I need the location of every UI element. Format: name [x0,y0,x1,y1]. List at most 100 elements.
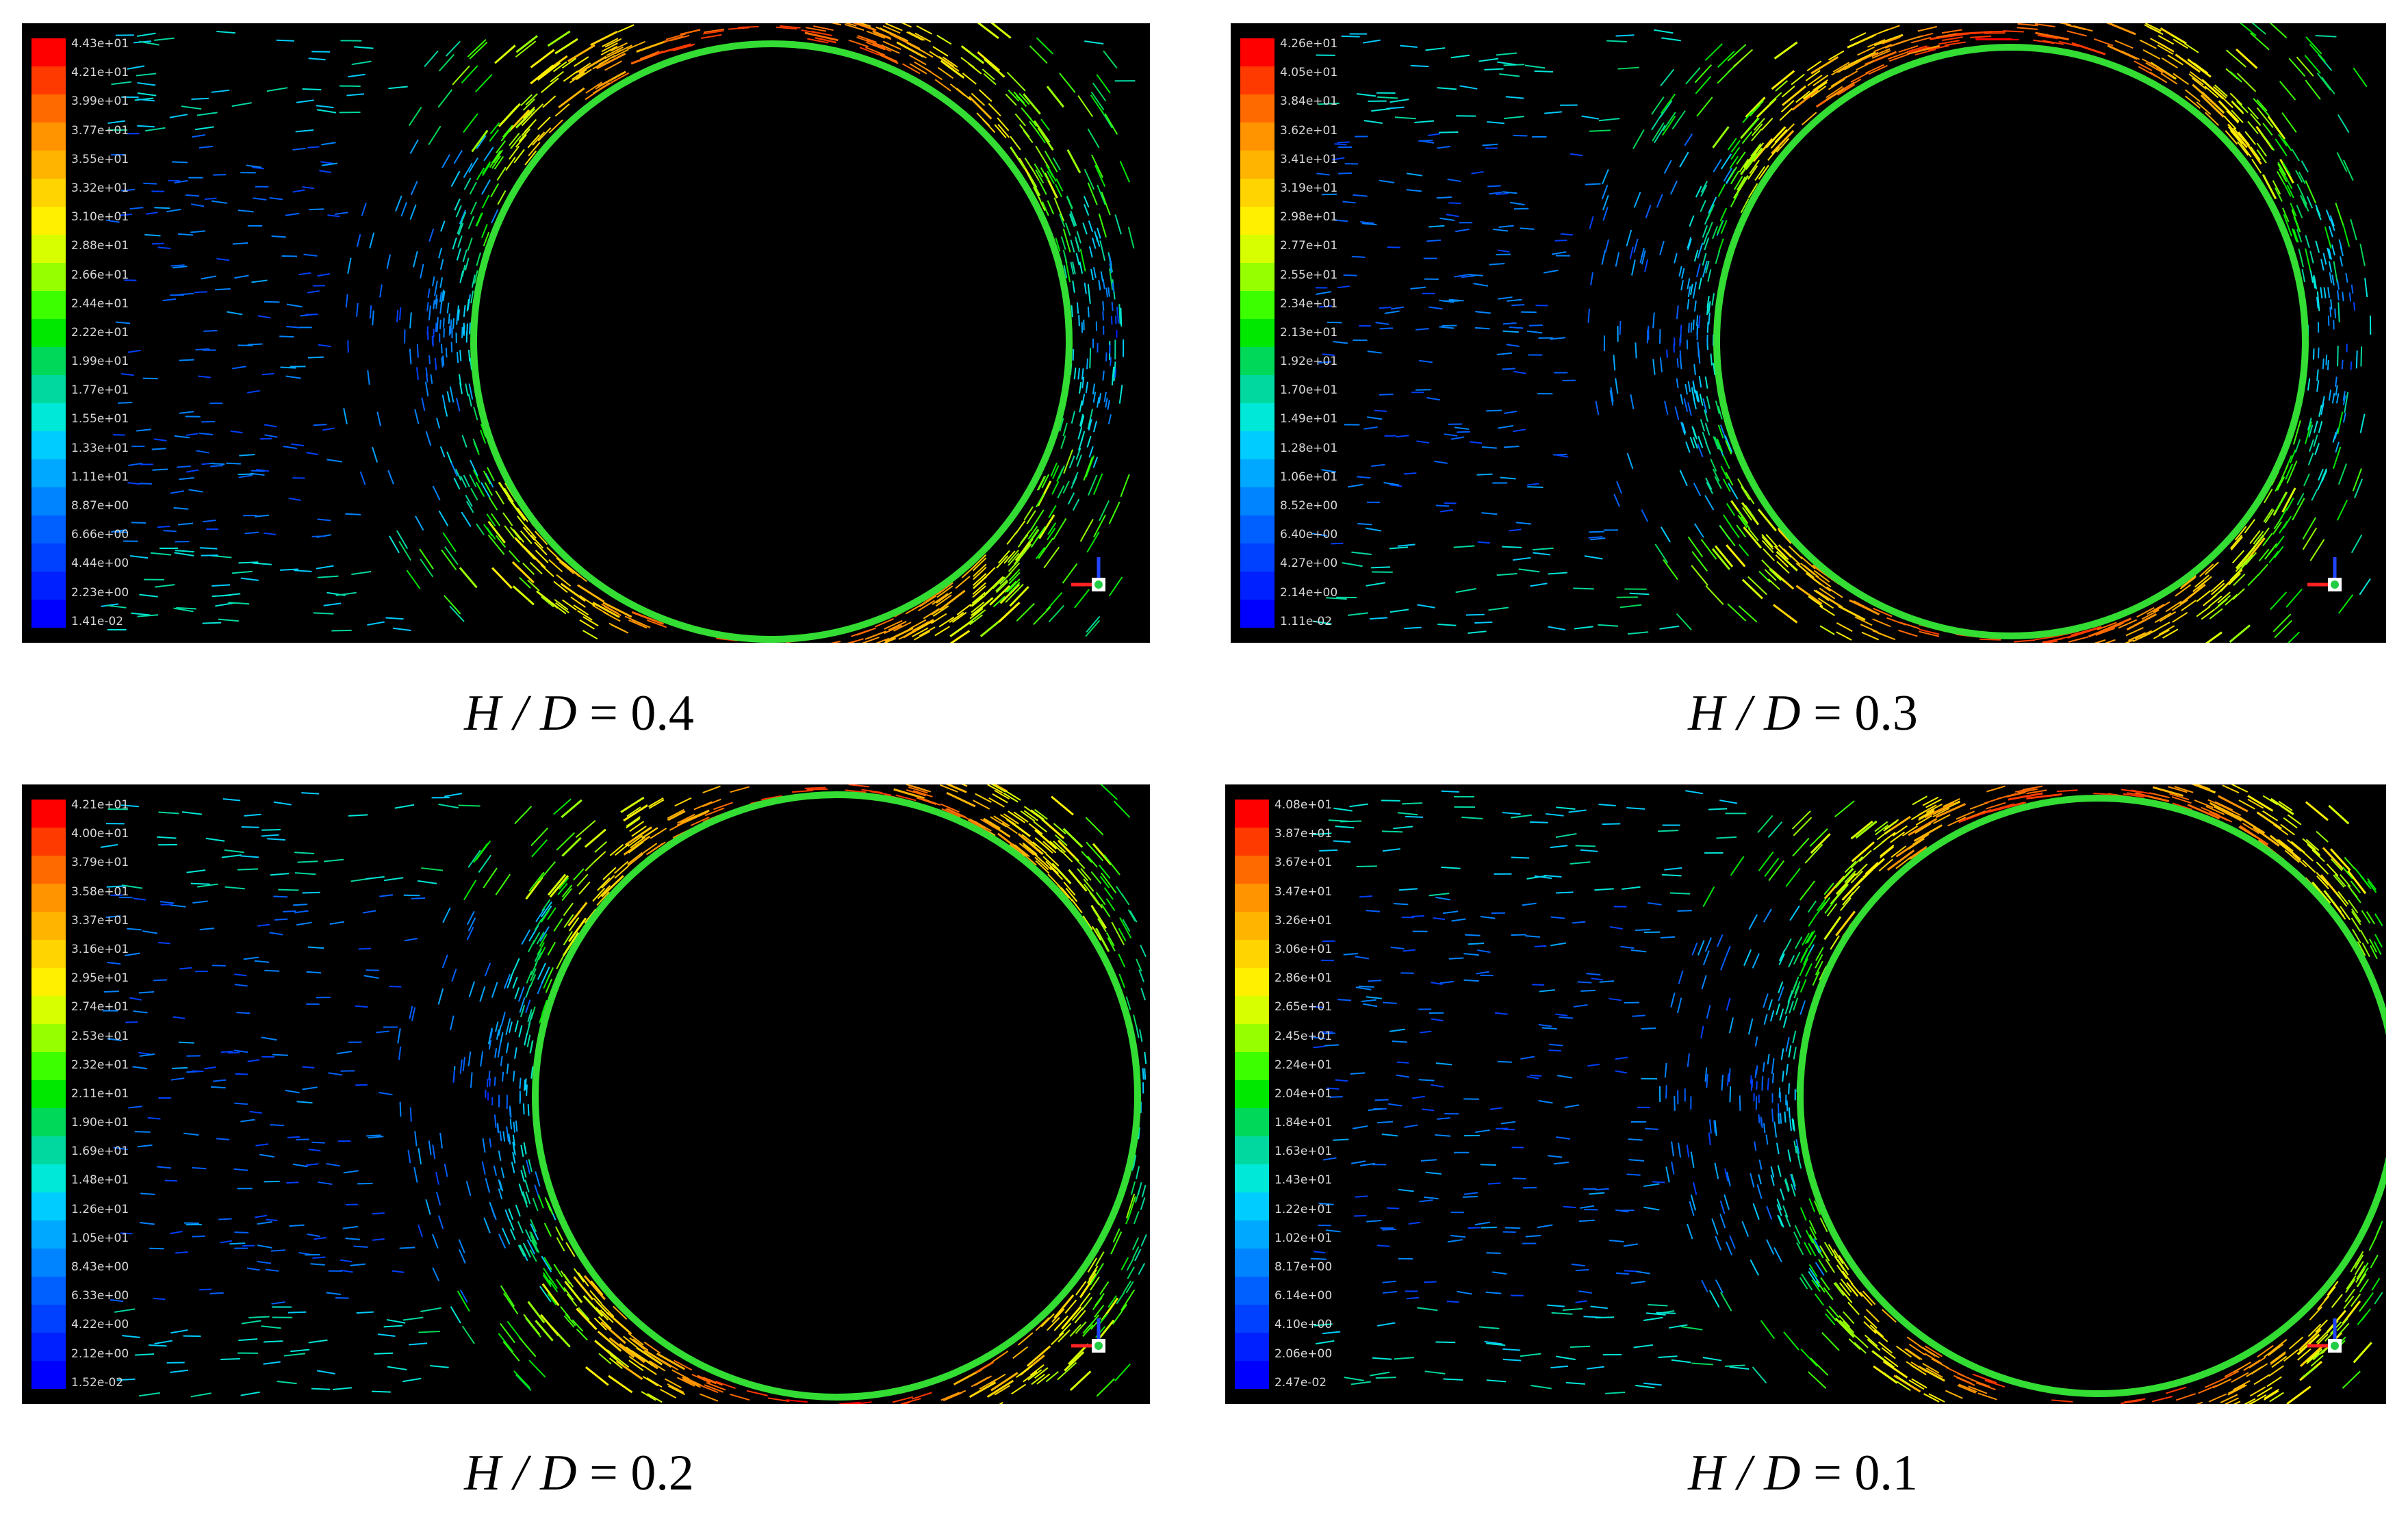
velocity-vector [1485,1291,1502,1294]
velocity-vector [387,1366,407,1370]
velocity-vector [1794,1225,1802,1238]
velocity-vector [1802,932,1810,946]
velocity-vector [1386,1207,1399,1210]
velocity-vector [2236,100,2249,114]
velocity-vector [271,1301,285,1305]
velocity-vector [700,1393,719,1402]
velocity-vector [1729,1366,1750,1370]
velocity-vector [453,150,463,164]
velocity-vector [2316,1330,2329,1344]
velocity-vector [1321,469,1337,473]
velocity-vector [517,507,528,522]
velocity-vector [1706,481,1714,494]
velocity-vector [1017,1332,1034,1346]
flow-panel-hd-0-4: 4.43e+01 4.21e+01 3.99e+01 3.77e+01 3.55e+01… [22,23,1150,643]
velocity-vector [1770,1174,1775,1186]
velocity-vector [2316,861,2329,875]
velocity-vector [1526,1075,1539,1079]
velocity-vector [463,305,466,318]
velocity-vector [1574,626,1593,630]
velocity-vector [435,1171,439,1185]
velocity-vector [604,60,622,71]
velocity-vector [1323,1157,1337,1161]
velocity-vector [641,1364,657,1375]
velocity-vector [2304,421,2312,444]
velocity-vector [932,593,949,605]
colorbar-tick-label: 1.11e+01 [71,470,129,484]
velocity-vector [1696,97,1713,117]
velocity-vector [1713,362,1716,376]
velocity-vector [945,808,964,818]
velocity-vector [144,233,161,237]
velocity-vector [1815,954,1823,969]
velocity-vector [578,1272,589,1287]
velocity-vector [541,1255,552,1273]
velocity-vector [499,1322,516,1344]
velocity-vector [1014,537,1034,561]
velocity-vector [294,570,312,572]
velocity-vector [982,118,996,133]
velocity-vector [609,1354,624,1366]
velocity-vector [2229,624,2251,643]
velocity-vector [1626,807,1645,810]
velocity-vector [1758,570,1771,583]
velocity-vector [680,809,710,824]
velocity-vector [1727,138,1737,151]
velocity-vector [2262,795,2278,806]
velocity-vector [697,1375,717,1385]
velocity-vector [2149,792,2170,799]
velocity-vector [592,602,620,618]
velocity-vector [1936,33,1957,38]
velocity-vector [975,793,992,803]
velocity-vector [949,83,966,97]
velocity-vector [979,619,1002,637]
velocity-vector [556,832,575,851]
velocity-vector [296,99,314,103]
velocity-vector [1563,1205,1576,1209]
velocity-vector [1708,808,1728,810]
velocity-vector [563,931,574,946]
velocity-vector [1751,128,1763,142]
velocity-vector [1459,85,1478,90]
velocity-vector [1094,1305,1105,1318]
velocity-vector [1461,816,1483,819]
velocity-vector [2176,1393,2196,1401]
velocity-vector [500,1012,506,1026]
velocity-vector [1367,416,1383,420]
velocity-vector [1012,843,1029,857]
velocity-vector [1697,940,1705,956]
velocity-vector [2175,584,2192,597]
velocity-vector [1062,422,1068,437]
velocity-vector [543,1223,552,1237]
velocity-vector [1815,960,1823,975]
velocity-vector [240,855,259,858]
velocity-vector [335,591,357,596]
velocity-vector [346,93,365,97]
velocity-vector [131,612,151,616]
velocity-vector [1351,551,1372,555]
velocity-vector [1062,228,1071,253]
velocity-vector [1090,268,1094,281]
velocity-vector [1493,228,1509,232]
velocity-vector [1358,985,1374,988]
velocity-vector [228,602,250,605]
velocity-vector [1691,943,1698,956]
velocity-vector [113,1147,128,1151]
velocity-vector [1562,1307,1583,1311]
velocity-vector [2351,910,2361,925]
velocity-vector [482,163,491,177]
velocity-vector [461,435,467,448]
velocity-vector [1919,628,1940,635]
velocity-vector [526,1160,530,1174]
velocity-vector [2320,402,2324,416]
velocity-vector [302,1086,318,1090]
velocity-vector [1076,302,1079,314]
velocity-vector [1429,893,1450,897]
velocity-vector [1747,165,1758,180]
velocity-vector [1034,808,1048,820]
velocity-vector [2336,1318,2348,1331]
velocity-vector [978,89,992,102]
velocity-vector [520,1004,526,1018]
velocity-vector [670,43,692,51]
velocity-vector [540,564,554,578]
